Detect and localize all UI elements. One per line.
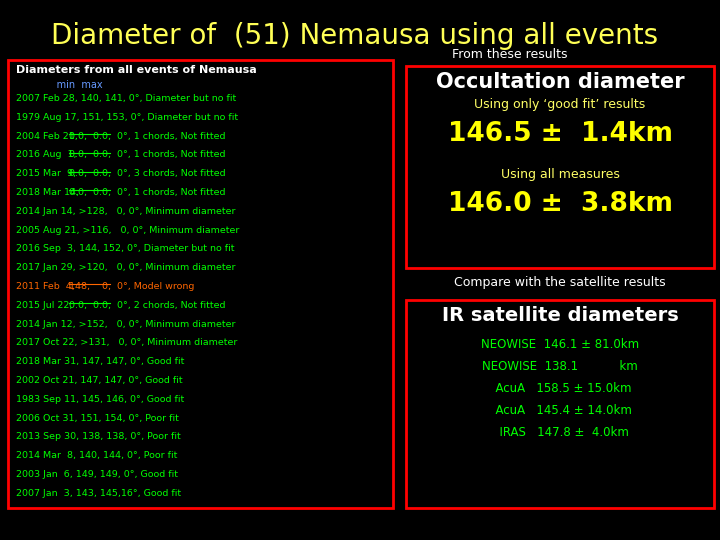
Text: 2002 Oct 21, 147, 147, 0°, Good fit: 2002 Oct 21, 147, 147, 0°, Good fit [16, 376, 183, 385]
Text: 2017 Jan 29, >120,   0, 0°, Minimum diameter: 2017 Jan 29, >120, 0, 0°, Minimum diamet… [16, 263, 235, 272]
Text: 2014 Mar  8, 140, 144, 0°, Poor fit: 2014 Mar 8, 140, 144, 0°, Poor fit [16, 451, 177, 460]
Text: Using all measures: Using all measures [500, 168, 619, 181]
Text: 1983 Sep 11, 145, 146, 0°, Good fit: 1983 Sep 11, 145, 146, 0°, Good fit [16, 395, 184, 404]
Text: 2016 Sep  3, 144, 152, 0°, Diameter but no fit: 2016 Sep 3, 144, 152, 0°, Diameter but n… [16, 245, 235, 253]
Text: 146.0 ±  3.8km: 146.0 ± 3.8km [448, 191, 672, 217]
Text: 0°, 2 chords, Not fitted: 0°, 2 chords, Not fitted [114, 301, 225, 310]
Text: 2015 Jul 22,: 2015 Jul 22, [16, 301, 73, 310]
FancyBboxPatch shape [8, 60, 393, 508]
Text: From these results: From these results [452, 48, 568, 61]
Text: 148,    0,: 148, 0, [69, 282, 111, 291]
Text: 0°, Model wrong: 0°, Model wrong [114, 282, 194, 291]
Text: 2005 Aug 21, >116,   0, 0°, Minimum diameter: 2005 Aug 21, >116, 0, 0°, Minimum diamet… [16, 226, 239, 234]
Text: 2006 Oct 31, 151, 154, 0°, Poor fit: 2006 Oct 31, 151, 154, 0°, Poor fit [16, 414, 179, 423]
Text: 2007 Feb 28, 140, 141, 0°, Diameter but no fit: 2007 Feb 28, 140, 141, 0°, Diameter but … [16, 94, 236, 103]
Text: 0.0,  0.0,: 0.0, 0.0, [69, 301, 111, 310]
Text: 2016 Aug  1,: 2016 Aug 1, [16, 151, 76, 159]
FancyBboxPatch shape [406, 66, 714, 268]
Text: 0°, 3 chords, Not fitted: 0°, 3 chords, Not fitted [114, 169, 225, 178]
Text: Diameter of  (51) Nemausa using all events: Diameter of (51) Nemausa using all event… [51, 22, 659, 50]
Text: 0.0,  0.0,: 0.0, 0.0, [69, 169, 111, 178]
Text: 2018 Mar 14,: 2018 Mar 14, [16, 188, 79, 197]
FancyBboxPatch shape [406, 300, 714, 508]
Text: 146.5 ±  1.4km: 146.5 ± 1.4km [448, 121, 672, 147]
Text: min  max: min max [16, 80, 103, 90]
Text: Compare with the satellite results: Compare with the satellite results [454, 276, 666, 289]
Text: Occultation diameter: Occultation diameter [436, 72, 684, 92]
Text: NEOWISE  146.1 ± 81.0km: NEOWISE 146.1 ± 81.0km [481, 338, 639, 351]
Text: IR satellite diameters: IR satellite diameters [441, 306, 678, 325]
Text: 2018 Mar 31, 147, 147, 0°, Good fit: 2018 Mar 31, 147, 147, 0°, Good fit [16, 357, 184, 366]
Text: 0.0,  0.0,: 0.0, 0.0, [69, 132, 111, 140]
Text: 0°, 1 chords, Not fitted: 0°, 1 chords, Not fitted [114, 188, 225, 197]
Text: Diameters from all events of Nemausa: Diameters from all events of Nemausa [16, 65, 257, 75]
Text: 1979 Aug 17, 151, 153, 0°, Diameter but no fit: 1979 Aug 17, 151, 153, 0°, Diameter but … [16, 113, 238, 122]
Text: 0.0,  0.0,: 0.0, 0.0, [69, 188, 111, 197]
Text: 2013 Sep 30, 138, 138, 0°, Poor fit: 2013 Sep 30, 138, 138, 0°, Poor fit [16, 433, 181, 441]
Text: 2003 Jan  6, 149, 149, 0°, Good fit: 2003 Jan 6, 149, 149, 0°, Good fit [16, 470, 178, 479]
Text: AcuA   158.5 ± 15.0km: AcuA 158.5 ± 15.0km [488, 382, 631, 395]
Text: 2004 Feb 21,: 2004 Feb 21, [16, 132, 78, 140]
Text: 2017 Oct 22, >131,   0, 0°, Minimum diameter: 2017 Oct 22, >131, 0, 0°, Minimum diamet… [16, 339, 238, 347]
Text: 2007 Jan  3, 143, 145,16°, Good fit: 2007 Jan 3, 143, 145,16°, Good fit [16, 489, 181, 498]
Text: 2014 Jan 14, >128,   0, 0°, Minimum diameter: 2014 Jan 14, >128, 0, 0°, Minimum diamet… [16, 207, 235, 216]
Text: 0.0,  0.0,: 0.0, 0.0, [69, 151, 111, 159]
Text: Using only ‘good fit’ results: Using only ‘good fit’ results [474, 98, 646, 111]
Text: 2014 Jan 12, >152,   0, 0°, Minimum diameter: 2014 Jan 12, >152, 0, 0°, Minimum diamet… [16, 320, 235, 329]
Text: AcuA   145.4 ± 14.0km: AcuA 145.4 ± 14.0km [488, 404, 632, 417]
Text: 2015 Mar  9,: 2015 Mar 9, [16, 169, 76, 178]
Text: 2011 Feb  4,: 2011 Feb 4, [16, 282, 75, 291]
Text: 0°, 1 chords, Not fitted: 0°, 1 chords, Not fitted [114, 151, 225, 159]
Text: IRAS   147.8 ±  4.0km: IRAS 147.8 ± 4.0km [492, 426, 629, 439]
Text: NEOWISE  138.1           km: NEOWISE 138.1 km [482, 360, 638, 373]
Text: 0°, 1 chords, Not fitted: 0°, 1 chords, Not fitted [114, 132, 225, 140]
